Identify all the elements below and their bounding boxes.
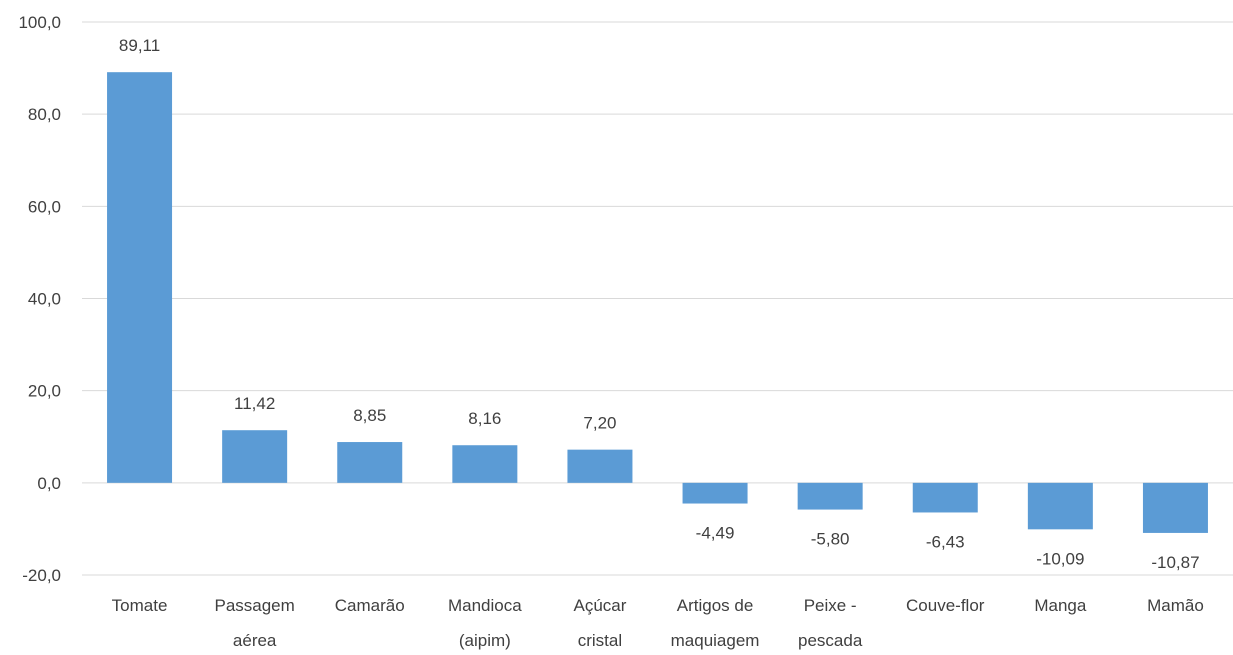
x-category-label: Camarão [335, 596, 405, 615]
y-tick-label: -20,0 [22, 566, 61, 585]
y-tick-label: 40,0 [28, 290, 61, 309]
x-category-label-line: Mamão [1147, 596, 1204, 615]
bar [797, 482, 863, 510]
data-label: -10,87 [1151, 553, 1199, 572]
y-tick-label: 80,0 [28, 105, 61, 124]
x-category-label: Manga [1034, 596, 1087, 615]
x-category-label-line: cristal [578, 631, 622, 650]
data-label: -4,49 [696, 524, 735, 543]
x-category-label-line: Mandioca [448, 596, 522, 615]
x-axis-category-labels: Tomate Passagem aérea Camarão Mandioca (aipim… [112, 596, 1204, 650]
x-category-label-line: Açúcar [573, 596, 626, 615]
y-tick-label: 60,0 [28, 197, 61, 216]
bar [682, 482, 748, 504]
data-label: -5,80 [811, 530, 850, 549]
x-category-label: Artigos de maquiagem [671, 596, 760, 650]
data-label: -6,43 [926, 532, 965, 551]
data-labels: 89,11 11,42 8,85 8,16 7,20 -4,49 -5,80 -6,43 -10… [119, 36, 1200, 572]
bar [222, 430, 288, 483]
x-category-label-line: Passagem [214, 596, 294, 615]
bar [1142, 482, 1208, 533]
data-label: 8,16 [468, 409, 501, 428]
x-category-label-line: Manga [1034, 596, 1087, 615]
x-category-label: Açúcar cristal [573, 596, 626, 650]
x-category-label-line: Camarão [335, 596, 405, 615]
bar [1027, 482, 1093, 530]
x-category-label: Couve-flor [906, 596, 985, 615]
x-category-label-line: Couve-flor [906, 596, 985, 615]
data-label: -10,09 [1036, 549, 1084, 568]
bar [107, 72, 173, 483]
x-category-label: Passagem aérea [214, 596, 294, 650]
x-category-label-line: pescada [798, 631, 863, 650]
x-category-label: Tomate [112, 596, 168, 615]
x-category-label-line: Artigos de [677, 596, 754, 615]
x-category-label-line: maquiagem [671, 631, 760, 650]
bars [107, 72, 1208, 533]
x-category-label: Mamão [1147, 596, 1204, 615]
data-label: 8,85 [353, 406, 386, 425]
x-category-label-line: aérea [233, 631, 277, 650]
y-tick-label: 100,0 [18, 13, 61, 32]
bar [567, 449, 633, 483]
bar [337, 442, 403, 483]
x-category-label-line: (aipim) [459, 631, 511, 650]
bar [452, 445, 518, 483]
data-label: 7,20 [583, 414, 616, 433]
y-axis-tick-labels: 100,0 80,0 60,0 40,0 20,0 0,0 -20,0 [18, 13, 61, 585]
bar [912, 482, 978, 513]
x-category-label: Peixe - pescada [798, 596, 863, 650]
x-category-label-line: Tomate [112, 596, 168, 615]
y-tick-label: 20,0 [28, 382, 61, 401]
data-label: 11,42 [234, 394, 275, 413]
y-tick-label: 0,0 [37, 474, 61, 493]
x-category-label-line: Peixe - [804, 596, 857, 615]
x-category-label: Mandioca (aipim) [448, 596, 522, 650]
data-label: 89,11 [119, 36, 160, 55]
